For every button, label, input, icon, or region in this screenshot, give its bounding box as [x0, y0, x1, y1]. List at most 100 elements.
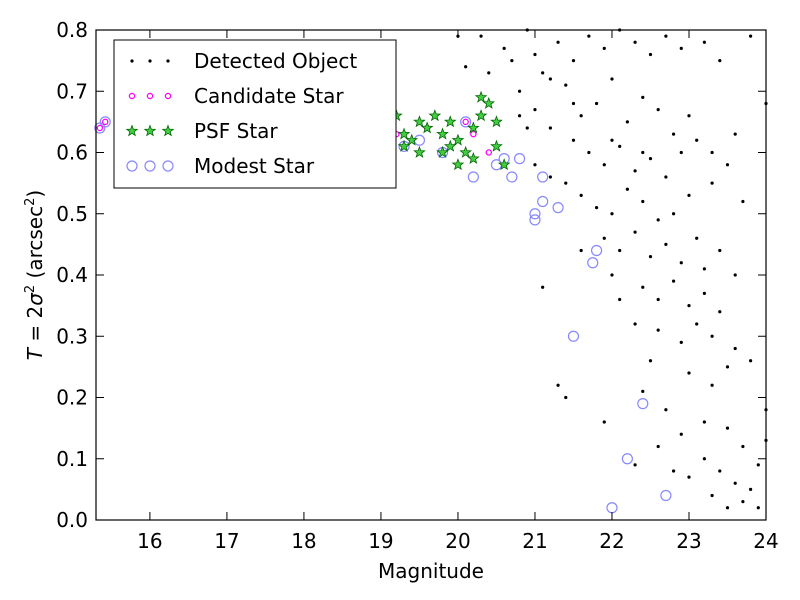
detected-object-point	[579, 248, 583, 253]
modest-star-point	[537, 171, 549, 183]
detected-object-point	[710, 493, 714, 498]
detected-object-point	[517, 89, 522, 93]
legend-markers	[125, 59, 175, 172]
detected-object-point	[710, 383, 714, 387]
detected-object-point	[564, 181, 568, 185]
detected-object-point	[556, 383, 560, 387]
detected-object-point	[487, 71, 491, 75]
legend: Detected Object Candidate Star PSF Star …	[113, 39, 397, 189]
detected-object-point	[679, 261, 683, 265]
detected-object-point	[618, 248, 622, 253]
detected-object-point	[587, 150, 591, 155]
detected-object-point	[656, 108, 660, 112]
detected-object-point	[664, 175, 668, 179]
detected-object-point	[702, 40, 706, 44]
detected-object-point	[671, 132, 676, 136]
detected-object-point	[656, 218, 660, 222]
detected-object-point	[548, 175, 552, 179]
detected-object-point	[602, 420, 606, 424]
psf-star-point	[474, 90, 488, 103]
detected-object-point	[710, 334, 714, 338]
psf-star-point	[397, 127, 411, 140]
psf-star-point	[474, 109, 488, 122]
y-axis-label-sigma: σ	[23, 292, 47, 306]
series-psf-star	[382, 90, 511, 171]
detected-object-point	[464, 65, 468, 69]
detected-object-point	[648, 52, 653, 57]
detected-object-point	[733, 273, 737, 277]
detected-object-point	[741, 444, 745, 449]
detected-object-point	[687, 371, 691, 375]
x-tick-label: 24	[753, 529, 778, 553]
psf-star-point	[436, 127, 449, 140]
detected-object-point	[687, 193, 691, 197]
x-tick-label: 23	[676, 529, 701, 553]
psf-star-point	[413, 115, 426, 128]
detected-object-point	[594, 206, 599, 210]
detected-object-point	[571, 59, 576, 63]
legend-marker-candidate-star	[128, 92, 136, 100]
psf-star-point	[420, 121, 434, 134]
x-tick-label: 16	[137, 529, 162, 553]
x-tick-label: 17	[214, 529, 239, 553]
modest-star-point	[587, 257, 599, 269]
psf-star-point	[482, 96, 496, 109]
detected-object-point	[718, 310, 722, 314]
detected-object-point	[748, 359, 753, 363]
detected-object-point	[756, 463, 760, 467]
y-axis-label: T = 2σ2 (arcsec2)	[23, 190, 47, 360]
legend-marker-candidate-star	[146, 92, 154, 100]
detected-object-point	[510, 59, 514, 63]
detected-object-point	[610, 212, 614, 216]
legend-marker-candidate-star	[164, 92, 172, 100]
detected-object-point	[648, 359, 653, 363]
modest-star-point	[529, 208, 541, 220]
legend-box	[113, 39, 397, 189]
detected-object-point	[710, 181, 714, 185]
candidate-star-point	[101, 118, 109, 126]
detected-object-point	[748, 487, 753, 491]
x-axis-label: Magnitude	[378, 559, 484, 583]
detected-object-point	[679, 46, 683, 50]
detected-object-point	[718, 248, 722, 253]
detected-object-point	[748, 34, 753, 38]
detected-object-point	[541, 71, 545, 75]
detected-object-point	[625, 187, 629, 191]
points-layer	[94, 28, 768, 514]
detected-object-point	[541, 285, 545, 289]
detected-object-point	[610, 77, 614, 81]
legend-marker-modest-star	[126, 160, 138, 172]
detected-object-point	[633, 463, 637, 467]
psf-star-point	[413, 145, 426, 158]
detected-object-point	[571, 138, 576, 142]
detected-object-point	[517, 114, 522, 118]
detected-object-point	[641, 199, 645, 204]
detected-object-point	[656, 328, 660, 332]
modest-star-point	[660, 489, 672, 502]
modest-star-point	[460, 116, 472, 128]
x-tick-label: 18	[291, 529, 316, 553]
detected-object-point	[641, 95, 645, 99]
detected-object-point	[725, 426, 730, 430]
y-axis-label-unit: (arcsec	[23, 206, 47, 285]
y-axis-label-eq: = 2	[23, 306, 47, 348]
legend-marker-modest-star	[162, 160, 174, 172]
detected-object-point	[610, 138, 614, 142]
detected-object-point	[695, 138, 699, 142]
modest-star-point	[637, 398, 649, 410]
y-tick-label: 0.3	[56, 324, 88, 348]
detected-object-point	[733, 132, 737, 136]
detected-object-point	[633, 169, 637, 173]
detected-object-point	[602, 163, 606, 167]
modest-star-point	[467, 171, 479, 183]
detected-object-point	[687, 475, 691, 479]
psf-star-point	[451, 133, 465, 146]
legend-label-psf-star: PSF Star	[194, 119, 278, 143]
psf-star-point	[459, 145, 472, 158]
detected-object-point	[594, 101, 599, 106]
candidate-star-point	[96, 124, 104, 132]
detected-object-point	[702, 457, 706, 461]
detected-object-point	[733, 346, 737, 351]
detected-object-point	[525, 126, 529, 130]
psf-star-point	[467, 151, 480, 164]
